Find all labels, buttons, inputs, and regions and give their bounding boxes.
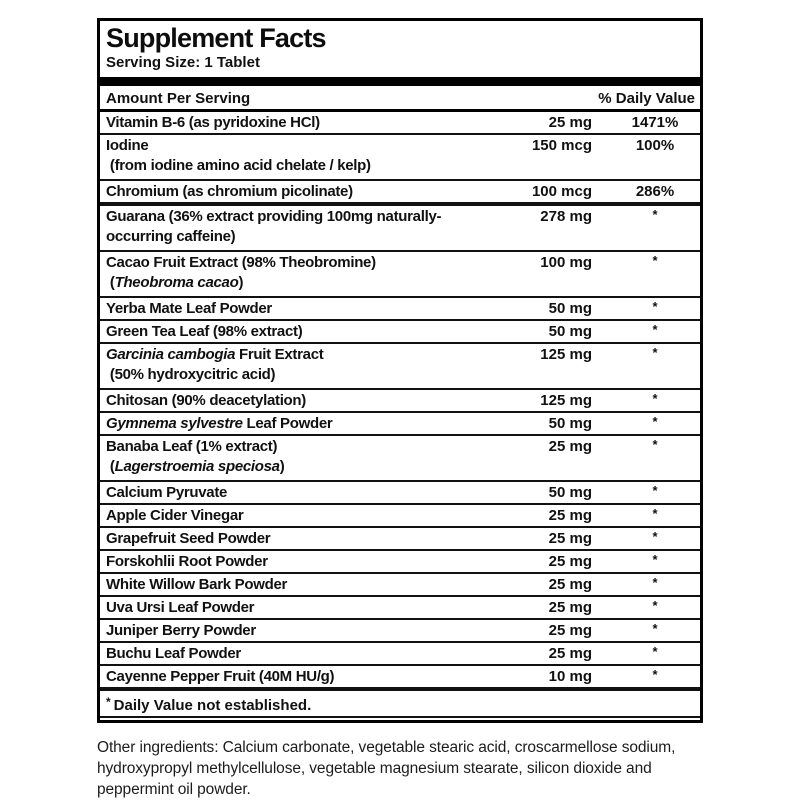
ingredient-amount: 25 mg — [548, 599, 592, 616]
footnote-asterisk: * — [106, 695, 111, 709]
ingredient-amount: 25 mg — [548, 438, 592, 455]
column-header-row: Amount Per Serving % Daily Value — [100, 86, 700, 112]
ingredient-row: Calcium Pyruvate 50 mg * — [100, 482, 700, 505]
ingredient-row: Buchu Leaf Powder 25 mg * — [100, 643, 700, 666]
ingredient-row: Gymnema sylvestre Leaf Powder 50 mg * — [100, 413, 700, 436]
ingredient-row: Chromium (as chromium picolinate) 100 mcg… — [100, 181, 700, 206]
ingredient-name: Uva Ursi Leaf Powder — [106, 599, 255, 616]
ingredient-row: Chitosan (90% deacetylation) 125 mg * — [100, 390, 700, 413]
ingredient-amount: 100 mcg — [531, 183, 592, 200]
ingredient-name: Calcium Pyruvate — [106, 484, 228, 501]
daily-value-column-header: % Daily Value — [598, 90, 695, 107]
ingredient-row: Yerba Mate Leaf Powder 50 mg * — [100, 298, 700, 321]
ingredient-amount: 50 mg — [548, 323, 592, 340]
ingredient-amount: 50 mg — [548, 300, 592, 317]
ingredient-row: Iodine (from iodine amino acid chelate /… — [100, 135, 700, 181]
ingredient-amount: 150 mcg — [531, 137, 592, 154]
ingredient-name: Cayenne Pepper Fruit (40M HU/g) — [106, 668, 335, 685]
panel-title: Supplement Facts — [106, 23, 327, 53]
ingredient-name: Cacao Fruit Extract (98% Theobromine) (T… — [106, 254, 376, 291]
ingredient-row: Vitamin B-6 (as pyridoxine HCl) 25 mg 1471… — [100, 112, 700, 135]
ingredient-daily-value: * — [652, 621, 658, 636]
ingredient-daily-value: * — [652, 483, 658, 498]
other-ingredients-text: Other ingredients: Calcium carbonate, ve… — [97, 739, 676, 798]
ingredient-rows: Vitamin B-6 (as pyridoxine HCl) 25 mg 1471… — [100, 112, 700, 691]
ingredient-name: Gymnema sylvestre Leaf Powder — [106, 415, 333, 432]
ingredient-daily-value: 286% — [635, 183, 675, 200]
ingredient-daily-value: * — [652, 529, 658, 544]
amount-column-header: Amount Per Serving — [106, 90, 251, 107]
ingredient-daily-value: * — [652, 391, 658, 406]
ingredient-amount: 125 mg — [540, 346, 592, 363]
ingredient-daily-value: * — [652, 644, 658, 659]
ingredient-row: Garcinia cambogia Fruit Extract (50% hyd… — [100, 344, 700, 390]
ingredient-amount: 100 mg — [540, 254, 592, 271]
ingredient-daily-value: * — [652, 667, 658, 682]
ingredient-row: Green Tea Leaf (98% extract) 50 mg * — [100, 321, 700, 344]
ingredient-name: Banaba Leaf (1% extract) (Lagerstroemia … — [106, 438, 285, 475]
footnote-text: Daily Value not established. — [113, 697, 312, 714]
ingredient-name: Chitosan (90% deacetylation) — [106, 392, 306, 409]
ingredient-daily-value: * — [652, 345, 658, 360]
ingredient-row: Forskohlii Root Powder 25 mg * — [100, 551, 700, 574]
ingredient-amount: 278 mg — [540, 208, 592, 225]
ingredient-amount: 125 mg — [540, 392, 592, 409]
ingredient-name: Apple Cider Vinegar — [106, 507, 244, 524]
supplement-facts-panel: Supplement Facts Serving Size: 1 Tablet … — [97, 18, 703, 723]
ingredient-row: Cacao Fruit Extract (98% Theobromine) (T… — [100, 252, 700, 298]
ingredient-name: Guarana (36% extract providing 100mg nat… — [106, 208, 442, 245]
ingredient-row: White Willow Bark Powder 25 mg * — [100, 574, 700, 597]
ingredient-daily-value: * — [652, 414, 658, 429]
thick-divider-bar — [100, 77, 700, 86]
ingredient-amount: 25 mg — [548, 622, 592, 639]
ingredient-name: White Willow Bark Powder — [106, 576, 288, 593]
ingredient-daily-value: * — [652, 253, 658, 268]
ingredient-amount: 10 mg — [548, 668, 592, 685]
ingredient-amount: 50 mg — [548, 415, 592, 432]
ingredient-row: Guarana (36% extract providing 100mg nat… — [100, 206, 700, 252]
footnote-row: * Daily Value not established. — [100, 691, 700, 718]
ingredient-daily-value: 100% — [635, 137, 675, 154]
serving-size-text: Serving Size: 1 Tablet — [106, 54, 260, 71]
ingredient-name: Vitamin B-6 (as pyridoxine HCl) — [106, 114, 320, 131]
ingredient-row: Grapefruit Seed Powder 25 mg * — [100, 528, 700, 551]
ingredient-daily-value: * — [652, 598, 658, 613]
ingredient-row: Uva Ursi Leaf Powder 25 mg * — [100, 597, 700, 620]
ingredient-row: Apple Cider Vinegar 25 mg * — [100, 505, 700, 528]
ingredient-amount: 25 mg — [548, 114, 592, 131]
ingredient-daily-value: 1471% — [631, 114, 679, 131]
ingredient-name: Forskohlii Root Powder — [106, 553, 268, 570]
ingredient-amount: 25 mg — [548, 553, 592, 570]
ingredient-name: Yerba Mate Leaf Powder — [106, 300, 272, 317]
ingredient-name: Iodine (from iodine amino acid chelate /… — [106, 137, 371, 174]
ingredient-row: Banaba Leaf (1% extract) (Lagerstroemia … — [100, 436, 700, 482]
ingredient-row: Juniper Berry Powder 25 mg * — [100, 620, 700, 643]
ingredient-daily-value: * — [652, 506, 658, 521]
ingredient-row: Cayenne Pepper Fruit (40M HU/g) 10 mg * — [100, 666, 700, 691]
ingredient-daily-value: * — [652, 322, 658, 337]
ingredient-name: Grapefruit Seed Powder — [106, 530, 271, 547]
ingredient-name: Chromium (as chromium picolinate) — [106, 183, 353, 200]
ingredient-daily-value: * — [652, 299, 658, 314]
ingredient-daily-value: * — [652, 575, 658, 590]
ingredient-daily-value: * — [652, 552, 658, 567]
ingredient-name: Garcinia cambogia Fruit Extract (50% hyd… — [106, 346, 324, 383]
ingredient-daily-value: * — [652, 207, 658, 222]
ingredient-amount: 50 mg — [548, 484, 592, 501]
ingredient-name: Buchu Leaf Powder — [106, 645, 241, 662]
ingredient-daily-value: * — [652, 437, 658, 452]
ingredient-name: Juniper Berry Powder — [106, 622, 256, 639]
ingredient-amount: 25 mg — [548, 645, 592, 662]
ingredient-amount: 25 mg — [548, 576, 592, 593]
ingredient-amount: 25 mg — [548, 507, 592, 524]
ingredient-amount: 25 mg — [548, 530, 592, 547]
ingredient-name: Green Tea Leaf (98% extract) — [106, 323, 303, 340]
